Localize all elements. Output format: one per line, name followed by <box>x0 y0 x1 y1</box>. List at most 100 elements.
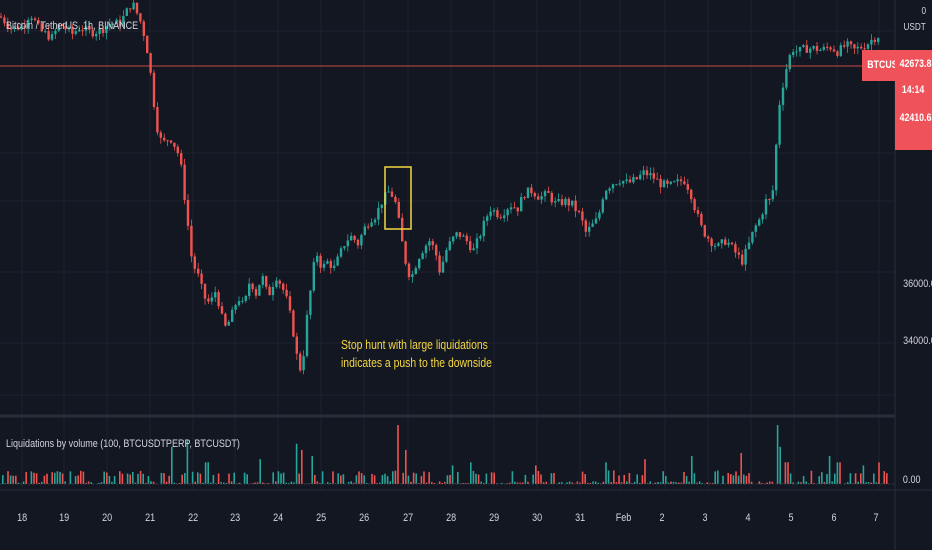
candle-body <box>771 190 774 200</box>
volume-bar <box>316 481 319 484</box>
candle-body <box>764 199 768 215</box>
volume-bar <box>103 471 105 484</box>
volume-bar <box>22 481 25 484</box>
volume-bar <box>33 472 35 484</box>
volume-bar <box>823 481 826 484</box>
volume-bar <box>85 482 87 484</box>
volume-bar <box>389 481 391 484</box>
candle-body <box>829 47 832 50</box>
bar-countdown: 14:14 <box>902 84 925 96</box>
currency-label[interactable]: USDT <box>903 22 926 33</box>
volume-bar <box>259 459 261 484</box>
volume-bar <box>12 475 14 484</box>
candle-body <box>492 210 496 212</box>
candle-body <box>669 181 672 184</box>
volume-bar <box>254 482 256 484</box>
volume-bar <box>106 472 108 484</box>
volume-bar <box>485 473 488 484</box>
candle-body <box>394 196 397 202</box>
candle-body <box>251 283 254 290</box>
volume-bar <box>561 482 563 484</box>
volume-bar <box>558 482 560 484</box>
volume-bar <box>867 482 870 484</box>
volume-bar <box>657 482 659 484</box>
volume-bar <box>706 482 709 484</box>
candle-body <box>503 215 506 219</box>
volume-bar <box>665 475 667 484</box>
candle-body <box>339 248 343 257</box>
volume-bar <box>693 473 696 484</box>
candle-body <box>472 248 475 251</box>
candle-body <box>710 238 713 247</box>
volume-bar <box>457 472 459 484</box>
candle-body <box>863 48 866 50</box>
volume-bar <box>150 481 152 484</box>
symbol-legend[interactable]: Bitcoin / TetherUS, 1h, BINANCE <box>6 20 139 32</box>
time-tick-label: 28 <box>446 512 457 524</box>
volume-bar <box>113 476 116 484</box>
volume-bar <box>626 481 628 484</box>
candle-body <box>173 142 176 147</box>
volume-bar <box>139 470 142 484</box>
candle-body <box>747 242 751 249</box>
candle-body <box>220 306 224 314</box>
candle-body <box>146 35 149 54</box>
volume-bar <box>220 482 222 484</box>
candle-body <box>792 52 795 56</box>
candle-body <box>248 283 251 296</box>
volume-bar <box>363 475 365 484</box>
volume-bar <box>441 482 443 484</box>
candle-body <box>10 28 13 30</box>
candle-body <box>815 45 819 51</box>
candle-body <box>322 263 326 268</box>
volume-bar <box>727 472 729 484</box>
candle-body <box>499 217 502 219</box>
candle-body <box>295 336 298 354</box>
volume-bar <box>225 483 228 484</box>
candle-body <box>475 238 479 249</box>
candle-body <box>836 51 839 56</box>
volume-bar <box>857 481 859 484</box>
volume-bar <box>233 472 235 484</box>
volume-bar <box>51 472 53 484</box>
candle-body <box>57 24 60 31</box>
volume-bar <box>7 471 9 484</box>
candle-body <box>380 204 383 208</box>
volume-bar <box>490 472 493 484</box>
candle-body <box>873 39 876 42</box>
volume-bar <box>654 482 657 484</box>
candle-body <box>142 21 145 36</box>
candle-body <box>30 18 33 21</box>
volume-bar <box>886 473 888 484</box>
time-tick-label: 26 <box>359 512 370 524</box>
candle-body <box>346 240 349 247</box>
volume-bar <box>524 474 527 484</box>
volume-bar <box>711 482 714 484</box>
volume-bar <box>160 472 163 484</box>
candle-body <box>180 153 183 165</box>
volume-bar <box>743 474 745 484</box>
candle-body <box>363 226 366 235</box>
volume-bar <box>334 483 337 484</box>
candle-body <box>588 226 591 232</box>
candle-body <box>581 211 584 221</box>
volume-bar <box>15 475 17 484</box>
volume-bar <box>545 481 547 484</box>
candle-body <box>407 263 411 277</box>
volume-bar <box>199 473 202 484</box>
volume-bar <box>870 482 872 484</box>
indicator-legend[interactable]: Liquidations by volume (100, BTCUSDTPERP… <box>6 438 240 450</box>
candle-body <box>373 219 377 223</box>
volume-bar <box>415 473 417 484</box>
candle-body <box>523 197 526 199</box>
volume-bar <box>433 483 436 484</box>
candle-body <box>877 38 880 42</box>
candle-body <box>724 239 727 245</box>
time-tick-label: 19 <box>59 512 70 524</box>
volume-bar <box>602 481 605 484</box>
candle-body <box>737 252 740 255</box>
candle-body <box>33 18 37 21</box>
volume-bar <box>740 453 742 484</box>
volume-bar <box>82 471 85 484</box>
